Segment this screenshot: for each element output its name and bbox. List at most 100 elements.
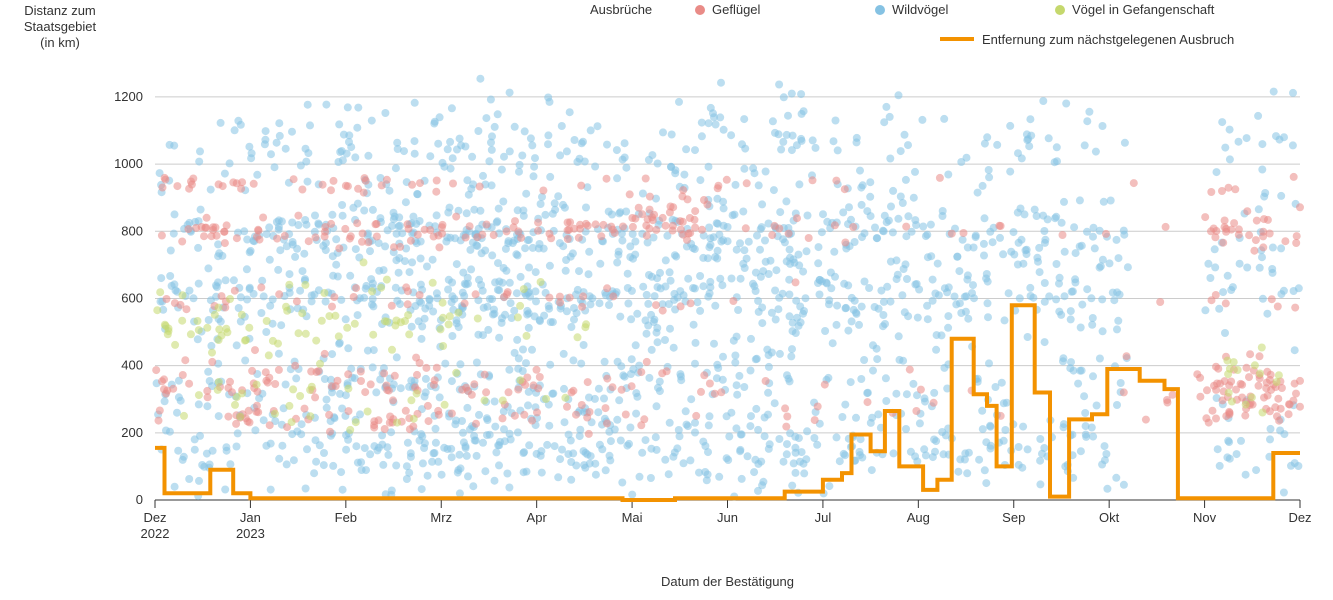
scatter-point [1269, 244, 1277, 252]
scatter-point [546, 173, 554, 181]
scatter-point [233, 234, 241, 242]
scatter-point [677, 302, 685, 310]
scatter-point [768, 231, 776, 239]
scatter-point [623, 442, 631, 450]
scatter-point [602, 291, 610, 299]
scatter-point [520, 285, 528, 293]
scatter-point [633, 310, 641, 318]
scatter-point [635, 204, 643, 212]
scatter-point [524, 401, 532, 409]
scatter-point [414, 231, 422, 239]
scatter-point [1258, 253, 1266, 261]
scatter-point [171, 483, 179, 491]
scatter-point [444, 286, 452, 294]
y-axis-title-line: (in km) [40, 35, 80, 50]
scatter-point [542, 395, 550, 403]
scatter-point [1015, 443, 1023, 451]
scatter-point [262, 127, 270, 135]
scatter-point [628, 214, 636, 222]
scatter-point [266, 421, 274, 429]
scatter-point [1024, 445, 1032, 453]
scatter-point [676, 370, 684, 378]
scatter-point [417, 430, 425, 438]
scatter-point [546, 98, 554, 106]
scatter-point [584, 378, 592, 386]
scatter-point [282, 145, 290, 153]
scatter-point [596, 299, 604, 307]
scatter-point [1278, 384, 1286, 392]
scatter-point [603, 141, 611, 149]
scatter-point [469, 482, 477, 490]
scatter-point [1273, 412, 1281, 420]
scatter-point [613, 416, 621, 424]
scatter-point [274, 266, 282, 274]
scatter-point [720, 204, 728, 212]
scatter-point [572, 462, 580, 470]
scatter-point [1077, 324, 1085, 332]
scatter-point [686, 456, 694, 464]
scatter-point [253, 171, 261, 179]
scatter-point [547, 318, 555, 326]
scatter-point [472, 290, 480, 298]
scatter-point [233, 341, 241, 349]
scatter-point [866, 193, 874, 201]
scatter-point [306, 412, 314, 420]
scatter-point [606, 456, 614, 464]
scatter-point [258, 277, 266, 285]
scatter-point [412, 354, 420, 362]
scatter-point [582, 204, 590, 212]
scatter-point [1051, 158, 1059, 166]
scatter-point [439, 299, 447, 307]
scatter-point [434, 458, 442, 466]
scatter-point [472, 420, 480, 428]
scatter-point [659, 214, 667, 222]
scatter-point [532, 297, 540, 305]
scatter-point [511, 123, 519, 131]
scatter-point [558, 122, 566, 130]
scatter-point [670, 344, 678, 352]
scatter-point [520, 448, 528, 456]
scatter-point [637, 421, 645, 429]
scatter-point [358, 466, 366, 474]
scatter-point [253, 388, 261, 396]
scatter-point [643, 330, 651, 338]
scatter-point [293, 297, 301, 305]
scatter-point [795, 180, 803, 188]
scatter-point [1121, 139, 1129, 147]
scatter-point [743, 179, 751, 187]
scatter-point [251, 346, 259, 354]
scatter-point [166, 272, 174, 280]
scatter-point [755, 181, 763, 189]
scatter-point [631, 251, 639, 259]
scatter-point [498, 166, 506, 174]
scatter-point [651, 292, 659, 300]
scatter-point [393, 139, 401, 147]
scatter-point [1259, 232, 1267, 240]
scatter-point [576, 155, 584, 163]
scatter-point [1039, 97, 1047, 105]
scatter-point [344, 344, 352, 352]
scatter-point [451, 234, 459, 242]
scatter-point [845, 203, 853, 211]
scatter-point [903, 275, 911, 283]
scatter-point [1098, 295, 1106, 303]
scatter-point [1266, 435, 1274, 443]
scatter-point [494, 286, 502, 294]
scatter-point [644, 322, 652, 330]
scatter-point [1242, 471, 1250, 479]
scatter-point [383, 386, 391, 394]
scatter-point [786, 246, 794, 254]
scatter-point [456, 135, 464, 143]
scatter-point [554, 192, 562, 200]
scatter-point [783, 450, 791, 458]
scatter-point [691, 429, 699, 437]
scatter-point [1088, 321, 1096, 329]
scatter-point [405, 330, 413, 338]
scatter-point [159, 184, 167, 192]
scatter-point [586, 408, 594, 416]
y-tick-label: 1000 [114, 156, 143, 171]
scatter-point [329, 462, 337, 470]
scatter-point [1276, 427, 1284, 435]
y-tick-label: 0 [136, 492, 143, 507]
scatter-point [395, 269, 403, 277]
